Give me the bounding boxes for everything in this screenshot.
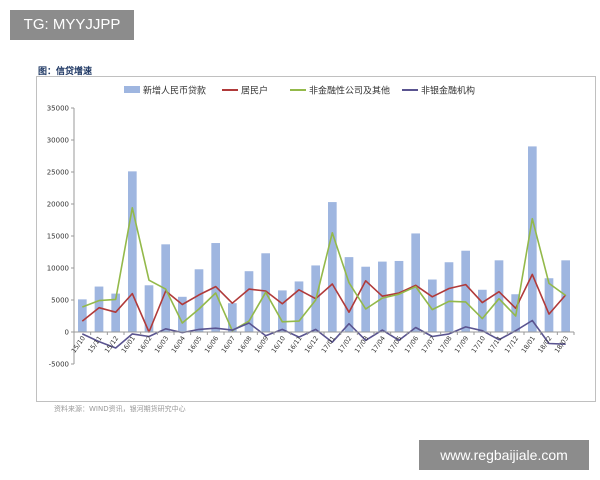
y-tick-label: 25000 <box>47 169 69 177</box>
bar-16-11 <box>294 281 304 332</box>
x-tick-label: 17/06 <box>403 335 420 355</box>
bar-16-07 <box>228 303 237 332</box>
x-tick-label: 17/02 <box>336 335 353 355</box>
y-tick-label: -5000 <box>49 361 69 369</box>
bar-16-03 <box>161 244 170 332</box>
x-tick-label: 16/07 <box>220 335 237 355</box>
line-series-2 <box>82 207 567 332</box>
bar-17-03 <box>361 266 370 332</box>
x-tick-label: 16/08 <box>236 335 253 355</box>
legend-swatch-bar <box>124 86 140 93</box>
figure-title: 图：信贷增速 <box>38 67 93 77</box>
legend-label: 新增人民币贷款 <box>143 85 206 97</box>
chart-legend: 新增人民币贷款 居民户 非金融性公司及其他 非银金融机构 <box>124 85 475 97</box>
bar-18-03 <box>561 260 570 332</box>
bar-17-09 <box>461 250 470 332</box>
y-tick-label: 30000 <box>47 137 69 145</box>
bar-15-11 <box>94 286 104 332</box>
x-tick-label: 18/03 <box>553 335 570 355</box>
bar-17-08 <box>444 262 454 332</box>
bar-18-02 <box>544 278 554 332</box>
y-tick-label: 35000 <box>47 105 69 113</box>
y-tick-label: 15000 <box>47 233 69 241</box>
x-tick-label: 15/10 <box>70 335 87 355</box>
y-tick-label: 5000 <box>51 297 69 305</box>
x-tick-label: 17/01 <box>320 335 337 355</box>
website-watermark: www.regbaijiale.com <box>419 440 589 470</box>
credit-growth-chart: 新增人民币贷款 居民户 非金融性公司及其他 非银金融机构 -5000 0 5000 1000… <box>47 85 575 369</box>
bar-17-11 <box>494 260 504 332</box>
x-tick-label: 16/03 <box>153 335 170 355</box>
x-tick-label: 16/04 <box>170 335 187 355</box>
bar-17-10 <box>478 289 487 332</box>
x-tick-label: 17/09 <box>453 335 470 355</box>
x-tick-label: 17/11 <box>486 335 503 355</box>
x-tick-label: 16/09 <box>253 335 270 355</box>
bar-16-02 <box>144 285 154 332</box>
y-tick-label: 10000 <box>47 265 69 273</box>
x-tick-label: 15/12 <box>103 335 120 355</box>
bar-17-05 <box>394 260 404 332</box>
legend-label: 非金融性公司及其他 <box>309 85 390 97</box>
bar-17-01 <box>328 202 337 332</box>
legend-label: 居民户 <box>241 85 268 97</box>
line-series <box>81 207 567 349</box>
x-tick-label: 17/04 <box>370 335 387 355</box>
x-tick-label: 17/08 <box>436 335 453 355</box>
bar-16-10 <box>278 290 287 332</box>
x-tick-label: 16/11 <box>286 335 303 355</box>
x-tick-label: 16/12 <box>303 335 320 355</box>
bar-17-02 <box>344 257 354 332</box>
bar-16-04 <box>178 296 187 332</box>
line-series-1 <box>81 273 567 333</box>
x-tick-label: 17/07 <box>420 335 437 355</box>
source-note: 资料来源：WIND资讯，银河期货研究中心 <box>54 405 186 413</box>
x-tick-label: 16/01 <box>120 335 137 355</box>
x-tick-label: 17/12 <box>503 335 520 355</box>
x-tick-label: 17/03 <box>353 335 370 355</box>
bar-15-10 <box>78 299 87 332</box>
bar-17-07 <box>428 279 437 332</box>
x-tick-label: 16/05 <box>186 335 203 355</box>
x-tick-label: 18/02 <box>536 335 553 355</box>
x-axis: 15/10 15/11 15/12 16/01 16/02 16/03 16/04 16/05… <box>70 331 575 355</box>
bar-17-06 <box>411 233 420 332</box>
x-tick-label: 16/06 <box>203 335 220 355</box>
bar-16-01 <box>128 171 137 332</box>
x-tick-label: 16/10 <box>270 335 287 355</box>
x-tick-label: 16/02 <box>136 335 153 355</box>
x-tick-label: 18/01 <box>520 335 537 355</box>
x-tick-label: 17/05 <box>386 335 403 355</box>
y-axis: -5000 0 5000 10000 15000 20000 25000 30000 35000 <box>47 105 75 369</box>
telegram-watermark: TG: MYYJJPP <box>10 10 134 40</box>
bar-16-05 <box>194 269 204 332</box>
y-tick-label: 0 <box>65 329 69 337</box>
legend-label: 非银金融机构 <box>421 85 475 97</box>
bar-series <box>78 146 570 332</box>
bar-18-01 <box>528 146 537 332</box>
x-tick-label: 17/10 <box>470 335 487 355</box>
y-tick-label: 20000 <box>47 201 69 209</box>
bar-16-08 <box>244 271 254 332</box>
